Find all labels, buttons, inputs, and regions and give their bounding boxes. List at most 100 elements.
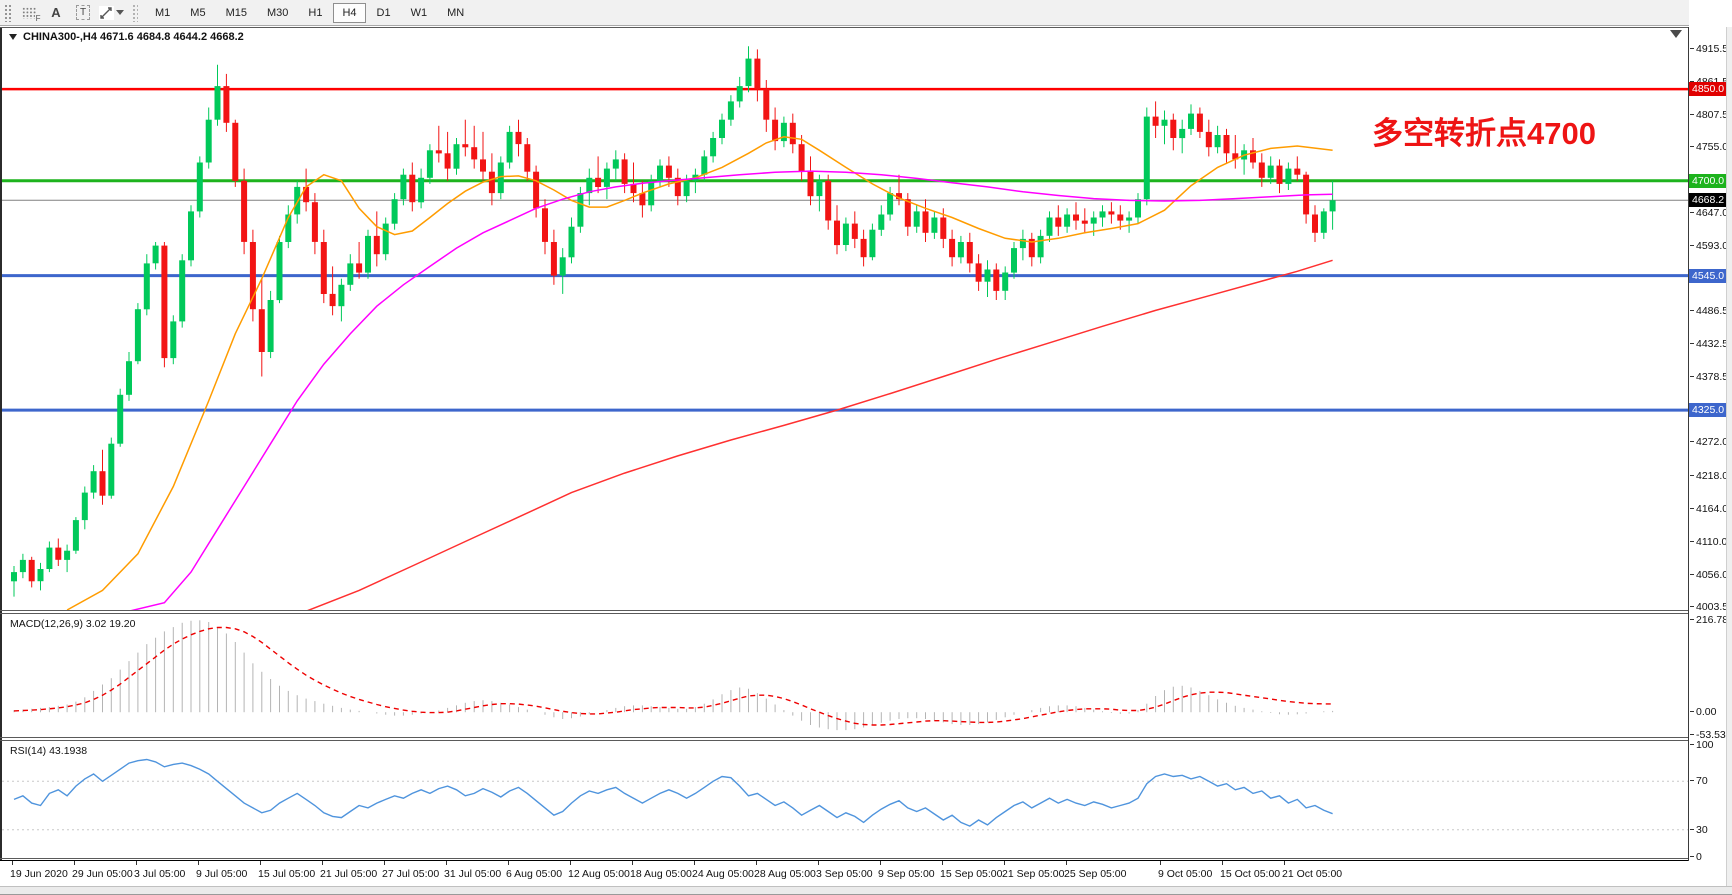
time-axis-label: 29 Jun 05:00 [72, 868, 133, 880]
time-tick-mark [384, 861, 385, 865]
bull-candle [196, 162, 203, 212]
bull-candle [1267, 165, 1274, 178]
bull-candle [586, 177, 593, 194]
time-tick-mark [74, 861, 75, 865]
chart-shift-marker-icon[interactable] [1670, 30, 1682, 38]
bull-candle [869, 229, 876, 258]
bull-candle [887, 193, 894, 215]
rsi-indicator-panel[interactable] [2, 741, 1688, 858]
bear-candle [896, 193, 902, 200]
price-tick-label: 4056.0 [1689, 568, 1729, 581]
timeframe-mn[interactable]: MN [438, 3, 473, 23]
panel-separator[interactable] [0, 740, 1689, 741]
bull-candle [426, 150, 433, 178]
time-axis-label: 15 Sep 05:00 [940, 868, 1003, 880]
bull-candle [294, 186, 301, 215]
macd-tick-label: 0.00 [1689, 706, 1717, 719]
bull-candle [1285, 168, 1292, 184]
bull-candle [559, 257, 566, 276]
rsi-tick-label: 0 [1690, 851, 1702, 863]
bull-candle [285, 214, 292, 242]
font-tool-button[interactable]: A [44, 2, 68, 24]
macd-signal-line [13, 626, 1333, 726]
time-tick-mark [260, 861, 261, 865]
bear-candle [807, 171, 814, 197]
text-label-tool-button[interactable]: T [71, 2, 95, 24]
cursor-tool-button[interactable] [98, 2, 125, 24]
bull-candle [1214, 135, 1221, 148]
time-tick-mark [508, 861, 509, 865]
macd-tick-label: 216.78 [1689, 613, 1729, 626]
panel-separator[interactable] [0, 613, 1689, 614]
bull-candle [780, 122, 787, 142]
time-tick-mark [756, 861, 757, 865]
time-axis-label: 9 Sep 05:00 [878, 868, 935, 880]
time-axis[interactable]: 19 Jun 2020 29 Jun 05:00 3 Jul 05:00 9 Jul … [0, 861, 1689, 886]
time-tick-mark [446, 861, 447, 865]
bear-candle [311, 202, 318, 242]
price-badge-4325.0: 4325.0 [1689, 403, 1731, 418]
bear-candle [595, 177, 602, 187]
timeframe-m15[interactable]: M15 [217, 3, 256, 23]
time-axis-line [0, 860, 1689, 861]
time-tick-mark [570, 861, 571, 865]
timeframe-w1[interactable]: W1 [402, 3, 437, 23]
bull-candle [710, 138, 717, 157]
price-axis[interactable]: 4915.54861.54807.54755.04647.04593.04486… [1689, 0, 1732, 894]
price-tick-label: 4593.0 [1689, 240, 1729, 253]
timeframe-m5[interactable]: M5 [181, 3, 214, 23]
timeframe-m30[interactable]: M30 [258, 3, 297, 23]
indicator-list-button[interactable]: F [17, 2, 41, 24]
bull-candle [338, 284, 345, 307]
symbol-dropdown-icon[interactable] [9, 34, 17, 40]
macd-tick-label: -53.53 [1690, 728, 1726, 741]
bull-candle [347, 263, 354, 285]
bull-candle [984, 269, 991, 282]
panel-separator[interactable] [0, 610, 1689, 611]
bull-candle [418, 177, 425, 203]
bear-candle [480, 159, 486, 172]
bear-candle [524, 144, 531, 172]
bull-candle [1188, 113, 1194, 129]
price-tick-label: 4807.5 [1689, 109, 1729, 122]
bear-candle [834, 220, 840, 246]
bull-candle [188, 211, 194, 261]
bull-candle [72, 520, 79, 551]
bull-candle [913, 211, 920, 227]
bear-candle [409, 174, 416, 203]
timeframe-h4[interactable]: H4 [333, 2, 366, 23]
time-tick-mark [818, 861, 819, 865]
bear-candle [1205, 131, 1212, 148]
bear-candle [940, 217, 947, 239]
price-tick-label: 4432.5 [1689, 338, 1729, 351]
bull-candle [568, 226, 575, 258]
timeframe-m1[interactable]: M1 [146, 3, 179, 23]
main-price-chart[interactable] [2, 28, 1688, 610]
bull-candle [1179, 128, 1186, 139]
timeframe-button-group: M1 M5 M15 M30 H1 H4 D1 W1 MN [145, 2, 474, 23]
bear-candle [1196, 113, 1203, 132]
timeframe-h1[interactable]: H1 [299, 3, 331, 23]
bear-candle [28, 559, 35, 582]
bull-candle [842, 223, 849, 245]
timeframe-d1[interactable]: D1 [368, 3, 400, 23]
bull-candle [878, 214, 885, 230]
bear-candle [1152, 116, 1159, 126]
window-right-edge [1726, 27, 1732, 894]
crosshair-cursor-icon [99, 5, 114, 20]
time-axis-label: 21 Sep 05:00 [1002, 868, 1065, 880]
bull-candle [134, 309, 141, 362]
bear-candle [99, 471, 106, 496]
bear-candle [1108, 211, 1115, 215]
bull-candle [81, 492, 88, 521]
bull-candle [683, 180, 690, 197]
text-box-icon: T [75, 5, 91, 20]
bear-candle [674, 177, 681, 197]
panel-separator[interactable] [0, 737, 1689, 738]
bull-candle [1011, 248, 1017, 273]
bear-candle [1276, 165, 1283, 184]
time-axis-label: 21 Oct 05:00 [1282, 868, 1343, 880]
toolbar-drag-handle[interactable] [4, 3, 12, 22]
macd-indicator-panel[interactable] [2, 614, 1688, 737]
bull-candle [612, 159, 619, 169]
